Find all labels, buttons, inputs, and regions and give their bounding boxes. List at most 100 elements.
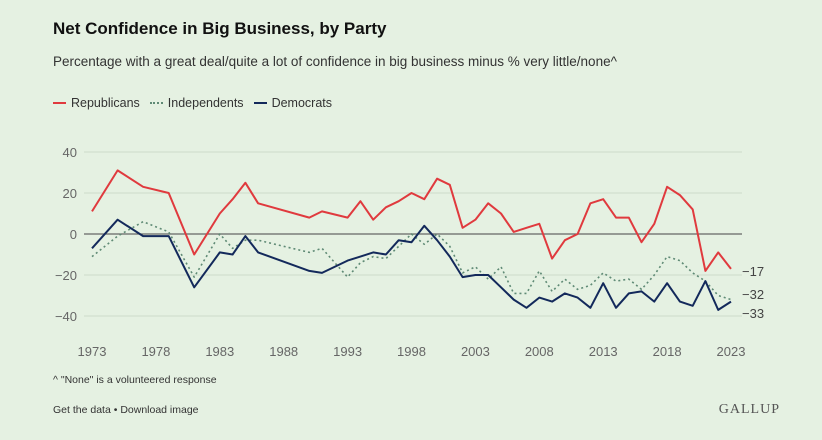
data-point [345,215,350,220]
data-point [550,256,555,261]
legend-swatch [53,102,66,104]
data-point [217,250,222,255]
legend-independents: Independents [149,96,244,110]
data-point [652,221,657,226]
data-point [729,266,734,271]
y-tick-label: 40 [63,145,77,160]
separator: • [110,404,121,416]
data-point [435,176,440,181]
data-point [217,232,222,237]
data-point [588,201,593,206]
data-point [562,291,567,296]
data-point [575,295,580,300]
data-point [115,217,120,222]
data-point [677,258,682,263]
data-point [422,242,427,247]
data-point [345,275,350,280]
download-image-link[interactable]: Download image [120,404,199,416]
data-point [613,279,618,284]
data-point [550,299,555,304]
data-point [447,244,452,249]
data-point [307,268,312,273]
data-point [703,279,708,284]
data-point [716,250,721,255]
data-point [409,232,414,237]
data-point [307,215,312,220]
end-label-independents: −32 [742,287,764,302]
data-point [447,182,452,187]
x-tick-label: 1998 [397,344,426,359]
data-point [626,291,631,296]
data-point [409,240,414,245]
data-point [639,289,644,294]
data-point [115,168,120,173]
data-point [192,285,197,290]
x-tick-label: 2023 [717,344,746,359]
y-tick-label: −20 [55,268,77,283]
get-data-link[interactable]: Get the data [53,404,111,416]
data-point [601,270,606,275]
data-point [562,238,567,243]
y-tick-label: 0 [70,227,77,242]
data-point [192,252,197,257]
footnote: ^ "None" is a volunteered response [53,374,217,386]
data-point [460,275,465,280]
data-point [256,238,261,243]
data-point [716,307,721,312]
data-point [524,225,529,230]
x-tick-label: 1993 [333,344,362,359]
x-tick-label: 1988 [269,344,298,359]
data-point [626,277,631,282]
data-point [90,246,95,251]
data-point [588,283,593,288]
data-point [677,193,682,198]
data-point [537,295,542,300]
data-point [192,275,197,280]
data-point [550,289,555,294]
data-point [562,277,567,282]
data-point [358,199,363,204]
data-point [460,225,465,230]
data-point [626,215,631,220]
data-point [230,252,235,257]
data-point [243,234,248,239]
x-tick-label: 1978 [141,344,170,359]
footer-links: Get the data • Download image [53,404,199,416]
data-point [435,232,440,237]
y-tick-label: −40 [55,309,77,324]
data-point [345,258,350,263]
data-point [409,191,414,196]
data-point [141,234,146,239]
data-point [396,199,401,204]
data-point [320,246,325,251]
gallup-logo: GALLUP [718,402,780,417]
data-point [716,293,721,298]
data-point [729,299,734,304]
data-point [613,305,618,310]
data-point [652,299,657,304]
data-point [166,234,171,239]
data-point [115,234,120,239]
data-point [690,270,695,275]
legend-swatch [253,102,267,104]
data-point [665,254,670,259]
data-point [422,223,427,228]
end-label-republicans: −17 [742,264,764,279]
data-point [677,299,682,304]
legend-swatch [149,102,163,104]
data-point [90,254,95,259]
data-point [371,250,376,255]
data-point [320,270,325,275]
data-point [422,197,427,202]
data-point [524,291,529,296]
data-point [166,191,171,196]
y-tick-label: 20 [63,186,77,201]
x-tick-label: 2003 [461,344,490,359]
data-point [358,260,363,265]
data-point [320,209,325,214]
data-point [307,250,312,255]
data-point [537,221,542,226]
data-point [652,273,657,278]
data-point [486,273,491,278]
